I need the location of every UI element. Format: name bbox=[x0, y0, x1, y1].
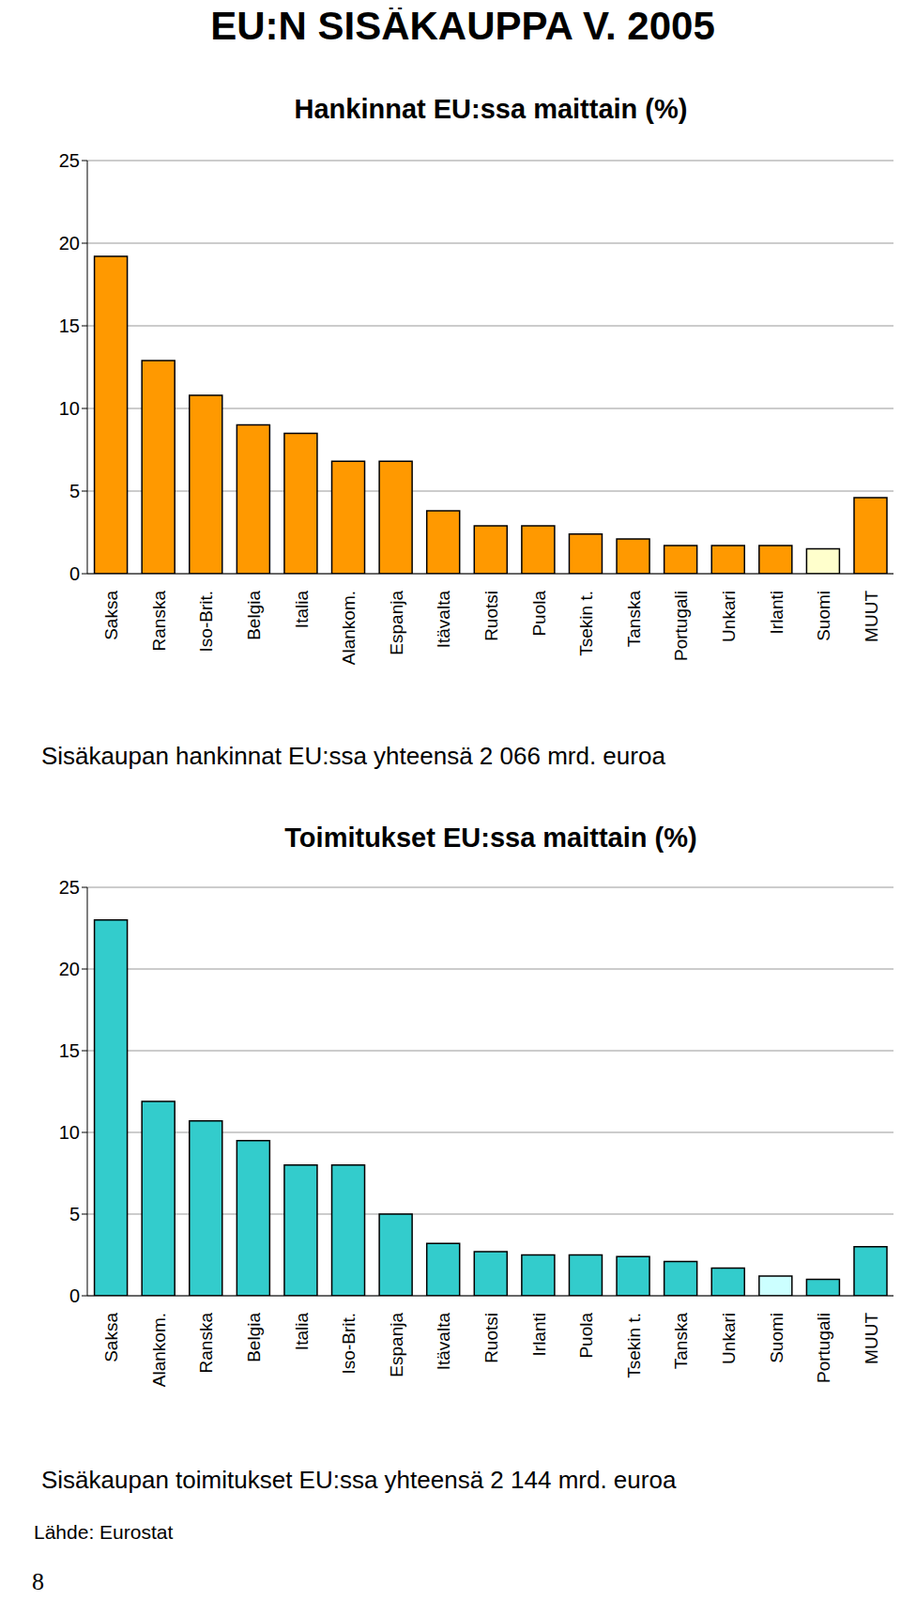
svg-text:Espanja: Espanja bbox=[386, 590, 407, 656]
svg-text:Unkari: Unkari bbox=[718, 1312, 739, 1364]
svg-text:5: 5 bbox=[69, 1203, 80, 1224]
svg-text:Ruotsi: Ruotsi bbox=[481, 590, 502, 642]
html-text:Lähde: Eurostat: Lähde: Eurostat bbox=[33, 1520, 173, 1543]
svg-text:Ranska: Ranska bbox=[149, 590, 169, 652]
svg-text:15: 15 bbox=[59, 315, 80, 336]
html-text:Sisäkaupan hankinnat EU:ssa yh: Sisäkaupan hankinnat EU:ssa yhteensä 2 0… bbox=[41, 741, 666, 770]
svg-text:Ruotsi: Ruotsi bbox=[481, 1312, 502, 1363]
html-text:8: 8 bbox=[31, 1567, 45, 1595]
svg-text:Itävalta: Itävalta bbox=[433, 1312, 454, 1371]
html-text:Hankinnat EU:ssa maittain (%): Hankinnat EU:ssa maittain (%) bbox=[294, 93, 688, 124]
svg-text:Iso-Brit.: Iso-Brit. bbox=[338, 1312, 359, 1374]
svg-text:Unkari: Unkari bbox=[718, 590, 739, 642]
svg-text:Suomi: Suomi bbox=[766, 1312, 787, 1363]
svg-text:Suomi: Suomi bbox=[813, 590, 834, 642]
svg-text:Espanja: Espanja bbox=[386, 1312, 407, 1377]
svg-text:Tanska: Tanska bbox=[671, 1312, 691, 1370]
svg-text:0: 0 bbox=[69, 563, 80, 584]
svg-text:Iso-Brit.: Iso-Brit. bbox=[196, 590, 216, 652]
svg-text:Italia: Italia bbox=[291, 590, 312, 629]
svg-text:Belgia: Belgia bbox=[244, 1312, 264, 1362]
svg-text:Tsekin t.: Tsekin t. bbox=[624, 1312, 644, 1378]
svg-text:Irlanti: Irlanti bbox=[766, 590, 787, 634]
svg-text:Portugali: Portugali bbox=[671, 590, 691, 661]
svg-text:Italia: Italia bbox=[291, 1312, 312, 1351]
html-text:Sisäkaupan toimitukset EU:ssa: Sisäkaupan toimitukset EU:ssa yhteensä 2… bbox=[41, 1465, 677, 1494]
html-text:Toimitukset EU:ssa maittain (%: Toimitukset EU:ssa maittain (%) bbox=[284, 822, 698, 853]
svg-text:MUUT: MUUT bbox=[861, 1312, 882, 1364]
svg-text:0: 0 bbox=[69, 1284, 80, 1306]
svg-text:Saksa: Saksa bbox=[101, 1312, 122, 1362]
svg-text:Portugali: Portugali bbox=[813, 1312, 834, 1383]
svg-text:10: 10 bbox=[59, 1121, 80, 1143]
svg-text:Puola: Puola bbox=[529, 590, 550, 637]
svg-text:Itävalta: Itävalta bbox=[433, 590, 454, 649]
svg-text:Puola: Puola bbox=[576, 1312, 596, 1359]
svg-text:15: 15 bbox=[59, 1039, 80, 1061]
svg-text:20: 20 bbox=[59, 958, 80, 979]
svg-text:10: 10 bbox=[59, 397, 80, 419]
svg-text:Saksa: Saksa bbox=[101, 590, 122, 641]
svg-text:Alankom.: Alankom. bbox=[149, 1312, 169, 1387]
svg-text:25: 25 bbox=[59, 150, 80, 171]
svg-text:Alankom.: Alankom. bbox=[338, 590, 359, 665]
html-text:EU:N SISÄKAUPPA V. 2005: EU:N SISÄKAUPPA V. 2005 bbox=[210, 3, 715, 48]
svg-text:25: 25 bbox=[59, 876, 80, 898]
svg-text:Tanska: Tanska bbox=[624, 590, 644, 648]
svg-text:Irlanti: Irlanti bbox=[529, 1312, 550, 1356]
svg-text:Belgia: Belgia bbox=[244, 590, 264, 641]
svg-text:MUUT: MUUT bbox=[861, 590, 882, 642]
svg-text:Ranska: Ranska bbox=[196, 1312, 216, 1374]
svg-text:20: 20 bbox=[59, 232, 80, 254]
svg-text:Tsekin t.: Tsekin t. bbox=[576, 590, 596, 657]
svg-text:5: 5 bbox=[69, 480, 80, 502]
